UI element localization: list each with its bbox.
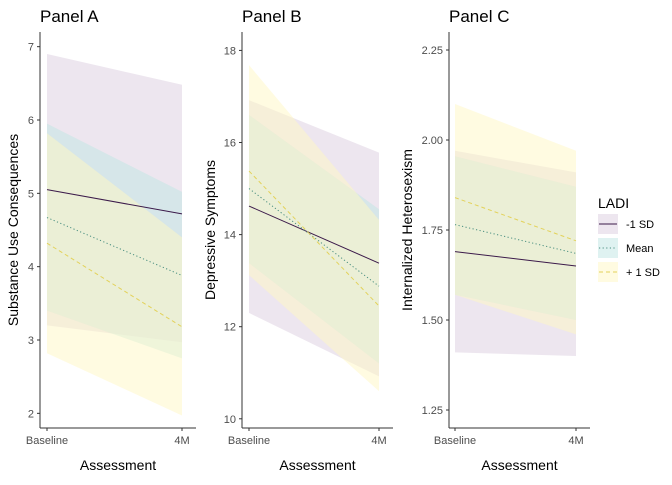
y-tick-label: 10 bbox=[224, 414, 236, 426]
y-axis-label: Substance Use Consequences bbox=[5, 134, 21, 326]
series-line bbox=[454, 197, 577, 242]
x-axis-label: Assessment bbox=[481, 457, 557, 473]
panel-b: 10 12 14 16 18 Baseline 4M Panel B Assessment Dep… bbox=[202, 7, 393, 473]
y-tick-label: 2 bbox=[28, 408, 34, 420]
series-line bbox=[248, 205, 380, 264]
legend-key bbox=[598, 238, 618, 258]
y-tick-label: 6 bbox=[28, 115, 34, 127]
y-axis-label: Depressive Symptoms bbox=[202, 160, 218, 300]
series-line bbox=[46, 189, 183, 215]
x-tick-label: Baseline bbox=[434, 435, 476, 447]
y-tick-label: 2.25 bbox=[422, 45, 443, 57]
confidence-band bbox=[249, 65, 379, 392]
y-tick-label: 16 bbox=[224, 138, 236, 150]
y-tick-label: 1.75 bbox=[422, 225, 443, 237]
panel-title: Panel A bbox=[40, 7, 99, 26]
y-tick-label: 14 bbox=[224, 230, 236, 242]
series-line bbox=[248, 170, 380, 307]
legend-label: Mean bbox=[626, 243, 654, 255]
panel-a: 2 3 4 5 6 7 Baseline 4M Panel A Assessment Substan… bbox=[5, 7, 196, 473]
y-tick-label: 4 bbox=[28, 262, 34, 274]
x-tick-label: Baseline bbox=[228, 435, 270, 447]
confidence-band bbox=[47, 133, 182, 416]
y-tick-label: 3 bbox=[28, 335, 34, 347]
y-tick-label: 1.25 bbox=[422, 405, 443, 417]
y-tick-label: 1.50 bbox=[422, 315, 443, 327]
x-axis-label: Assessment bbox=[80, 457, 156, 473]
x-tick-label: Baseline bbox=[26, 435, 68, 447]
y-tick-label: 2.00 bbox=[422, 135, 443, 147]
y-tick-label: 5 bbox=[28, 188, 34, 200]
series-line bbox=[454, 251, 577, 267]
legend: LADI -1 SD Mean + 1 SD bbox=[598, 195, 660, 282]
x-axis-label: Assessment bbox=[279, 457, 355, 473]
y-tick-label: 18 bbox=[224, 45, 236, 57]
series-line bbox=[454, 224, 577, 254]
y-tick-label: 12 bbox=[224, 322, 236, 334]
x-tick-label: 4M bbox=[174, 435, 189, 447]
panel-title: Panel C bbox=[449, 7, 509, 26]
x-tick-label: 4M bbox=[371, 435, 386, 447]
y-tick-label: 7 bbox=[28, 42, 34, 54]
legend-label: + 1 SD bbox=[626, 267, 660, 279]
series-line bbox=[46, 242, 183, 328]
x-tick-label: 4M bbox=[568, 435, 583, 447]
panel-title: Panel B bbox=[242, 7, 302, 26]
legend-title: LADI bbox=[598, 195, 629, 211]
legend-label: -1 SD bbox=[626, 219, 654, 231]
series-line bbox=[46, 217, 183, 276]
panel-c: 1.25 1.50 1.75 2.00 2.25 Baseline 4M Panel C Ass… bbox=[399, 7, 590, 473]
y-axis-label: Internalized Heterosexism bbox=[399, 149, 415, 311]
